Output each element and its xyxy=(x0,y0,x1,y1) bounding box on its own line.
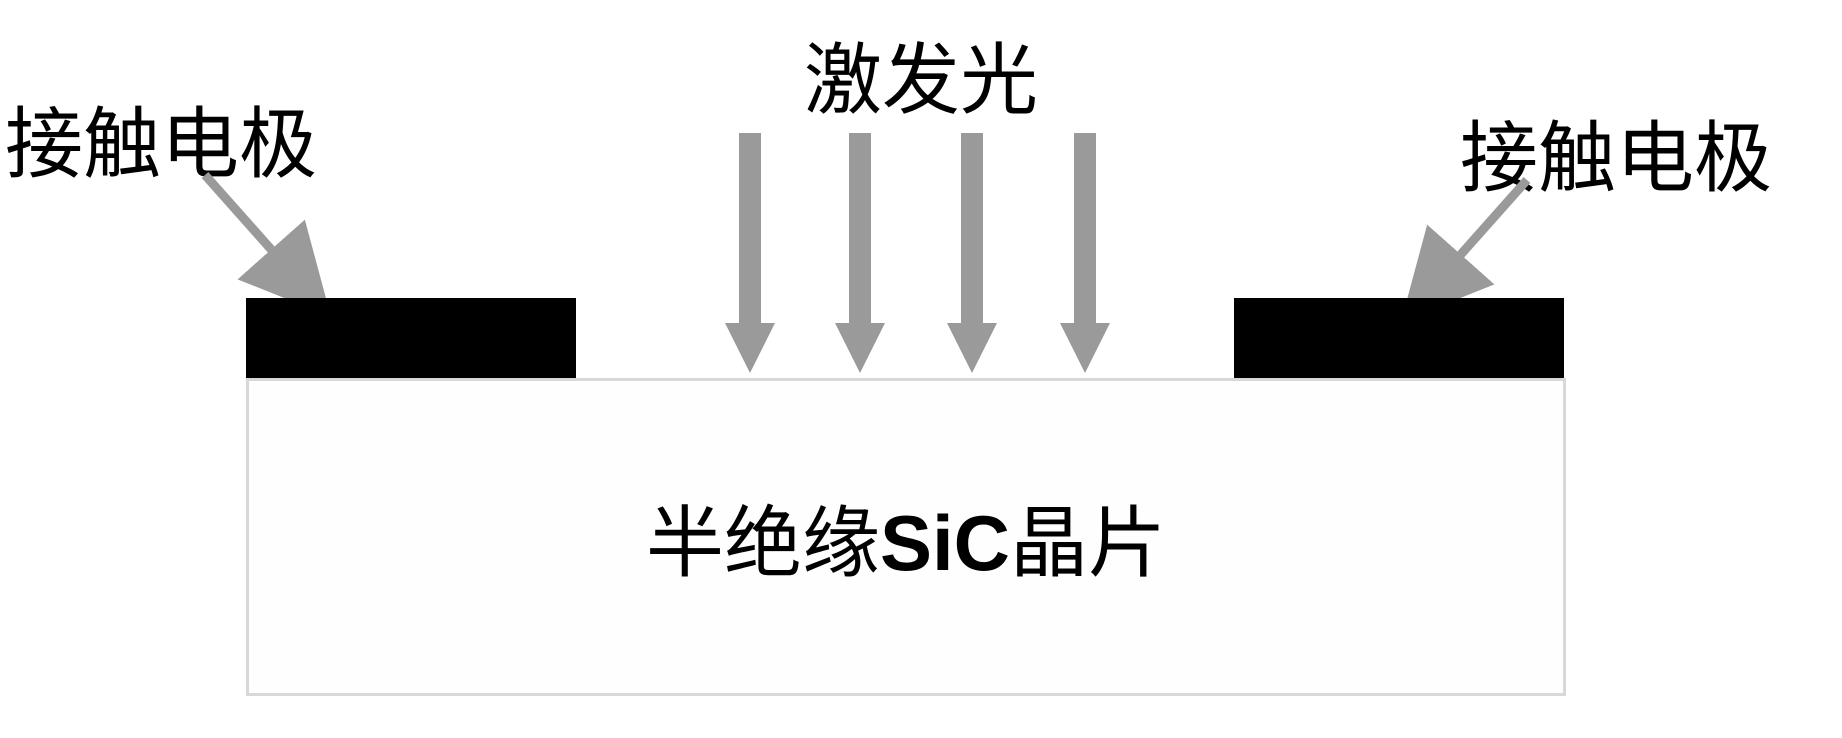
light-arrow-2 xyxy=(830,128,890,378)
excitation-light-label: 激发光 xyxy=(804,18,1038,130)
wafer-label-prefix: 半绝缘 xyxy=(646,500,880,587)
wafer-label-suffix: 晶片 xyxy=(1010,500,1166,587)
light-arrow-3 xyxy=(942,128,1002,378)
light-arrow-4 xyxy=(1055,128,1115,378)
diagram-container: 激发光 接触电极 接触电极 xyxy=(0,0,1842,738)
sic-wafer: 半绝缘SiC晶片 xyxy=(246,378,1566,696)
wafer-label-material: SiC xyxy=(880,499,1010,587)
light-arrow-1 xyxy=(720,128,780,378)
contact-electrode-right xyxy=(1234,298,1564,380)
contact-electrode-left xyxy=(246,298,576,380)
wafer-label: 半绝缘SiC晶片 xyxy=(646,481,1166,593)
